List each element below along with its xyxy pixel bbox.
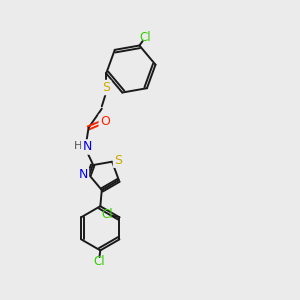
Text: N: N [82, 140, 92, 154]
Text: Cl: Cl [93, 255, 105, 268]
Text: S: S [114, 154, 122, 167]
Text: S: S [102, 81, 110, 94]
Text: H: H [74, 141, 82, 151]
Text: Cl: Cl [101, 208, 113, 221]
Text: O: O [100, 115, 110, 128]
Text: N: N [79, 169, 88, 182]
Text: Cl: Cl [139, 31, 151, 44]
